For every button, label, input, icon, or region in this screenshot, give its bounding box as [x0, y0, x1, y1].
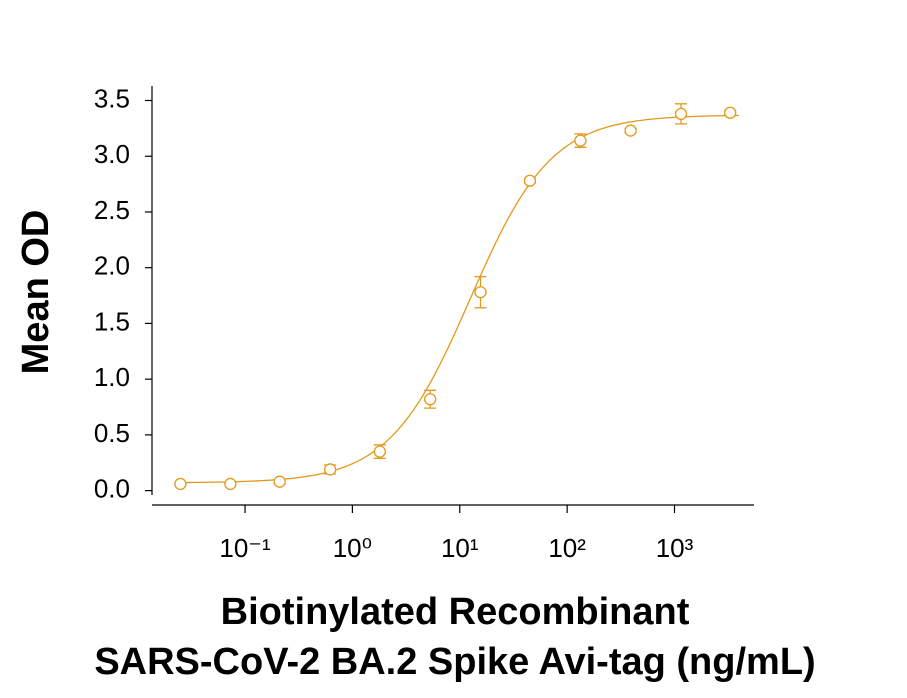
fit-curve	[175, 114, 739, 484]
data-point	[624, 124, 637, 137]
data-point	[323, 463, 337, 476]
data-point	[474, 286, 487, 299]
data-point	[174, 477, 187, 491]
data-point	[523, 174, 537, 187]
x-axis-title: Biotinylated Recombinant	[221, 591, 690, 633]
y-tick-label: 3.5	[94, 83, 130, 113]
y-tick-label: 2.0	[94, 251, 130, 281]
data-point	[574, 134, 587, 147]
data-point	[224, 477, 237, 491]
x-tick-label: 10²	[548, 533, 586, 563]
y-tick-label: 0.5	[94, 418, 130, 448]
data-point	[424, 393, 437, 406]
x-tick-label: 10⁰	[333, 533, 372, 563]
y-tick-label: 2.5	[94, 195, 130, 225]
x-tick-label: 10¹	[441, 533, 479, 563]
x-axis-title: SARS-CoV-2 BA.2 Spike Avi-tag (ng/mL)	[94, 641, 815, 683]
x-tick-label: 10³	[656, 533, 694, 563]
data-point	[674, 107, 688, 121]
data-point	[273, 475, 286, 488]
y-tick-label: 1.5	[94, 306, 130, 336]
y-tick-label: 0.0	[94, 473, 130, 503]
data-point	[724, 106, 737, 119]
y-axis-title: Mean OD	[15, 210, 57, 375]
y-tick-label: 1.0	[94, 362, 130, 392]
data-point	[373, 445, 386, 458]
y-tick-label: 3.0	[94, 139, 130, 169]
x-tick-label: 10⁻¹	[219, 533, 271, 563]
